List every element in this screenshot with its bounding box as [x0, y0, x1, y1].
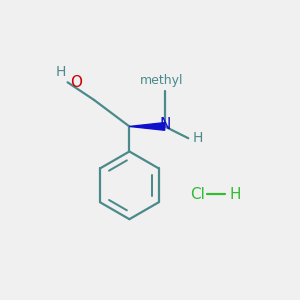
Text: H: H [56, 65, 66, 79]
Text: H: H [193, 131, 203, 145]
Text: H: H [230, 187, 241, 202]
Text: N: N [159, 118, 170, 133]
Text: methyl: methyl [140, 74, 184, 87]
Polygon shape [129, 123, 165, 130]
Text: O: O [70, 75, 82, 90]
Text: Cl: Cl [190, 187, 205, 202]
